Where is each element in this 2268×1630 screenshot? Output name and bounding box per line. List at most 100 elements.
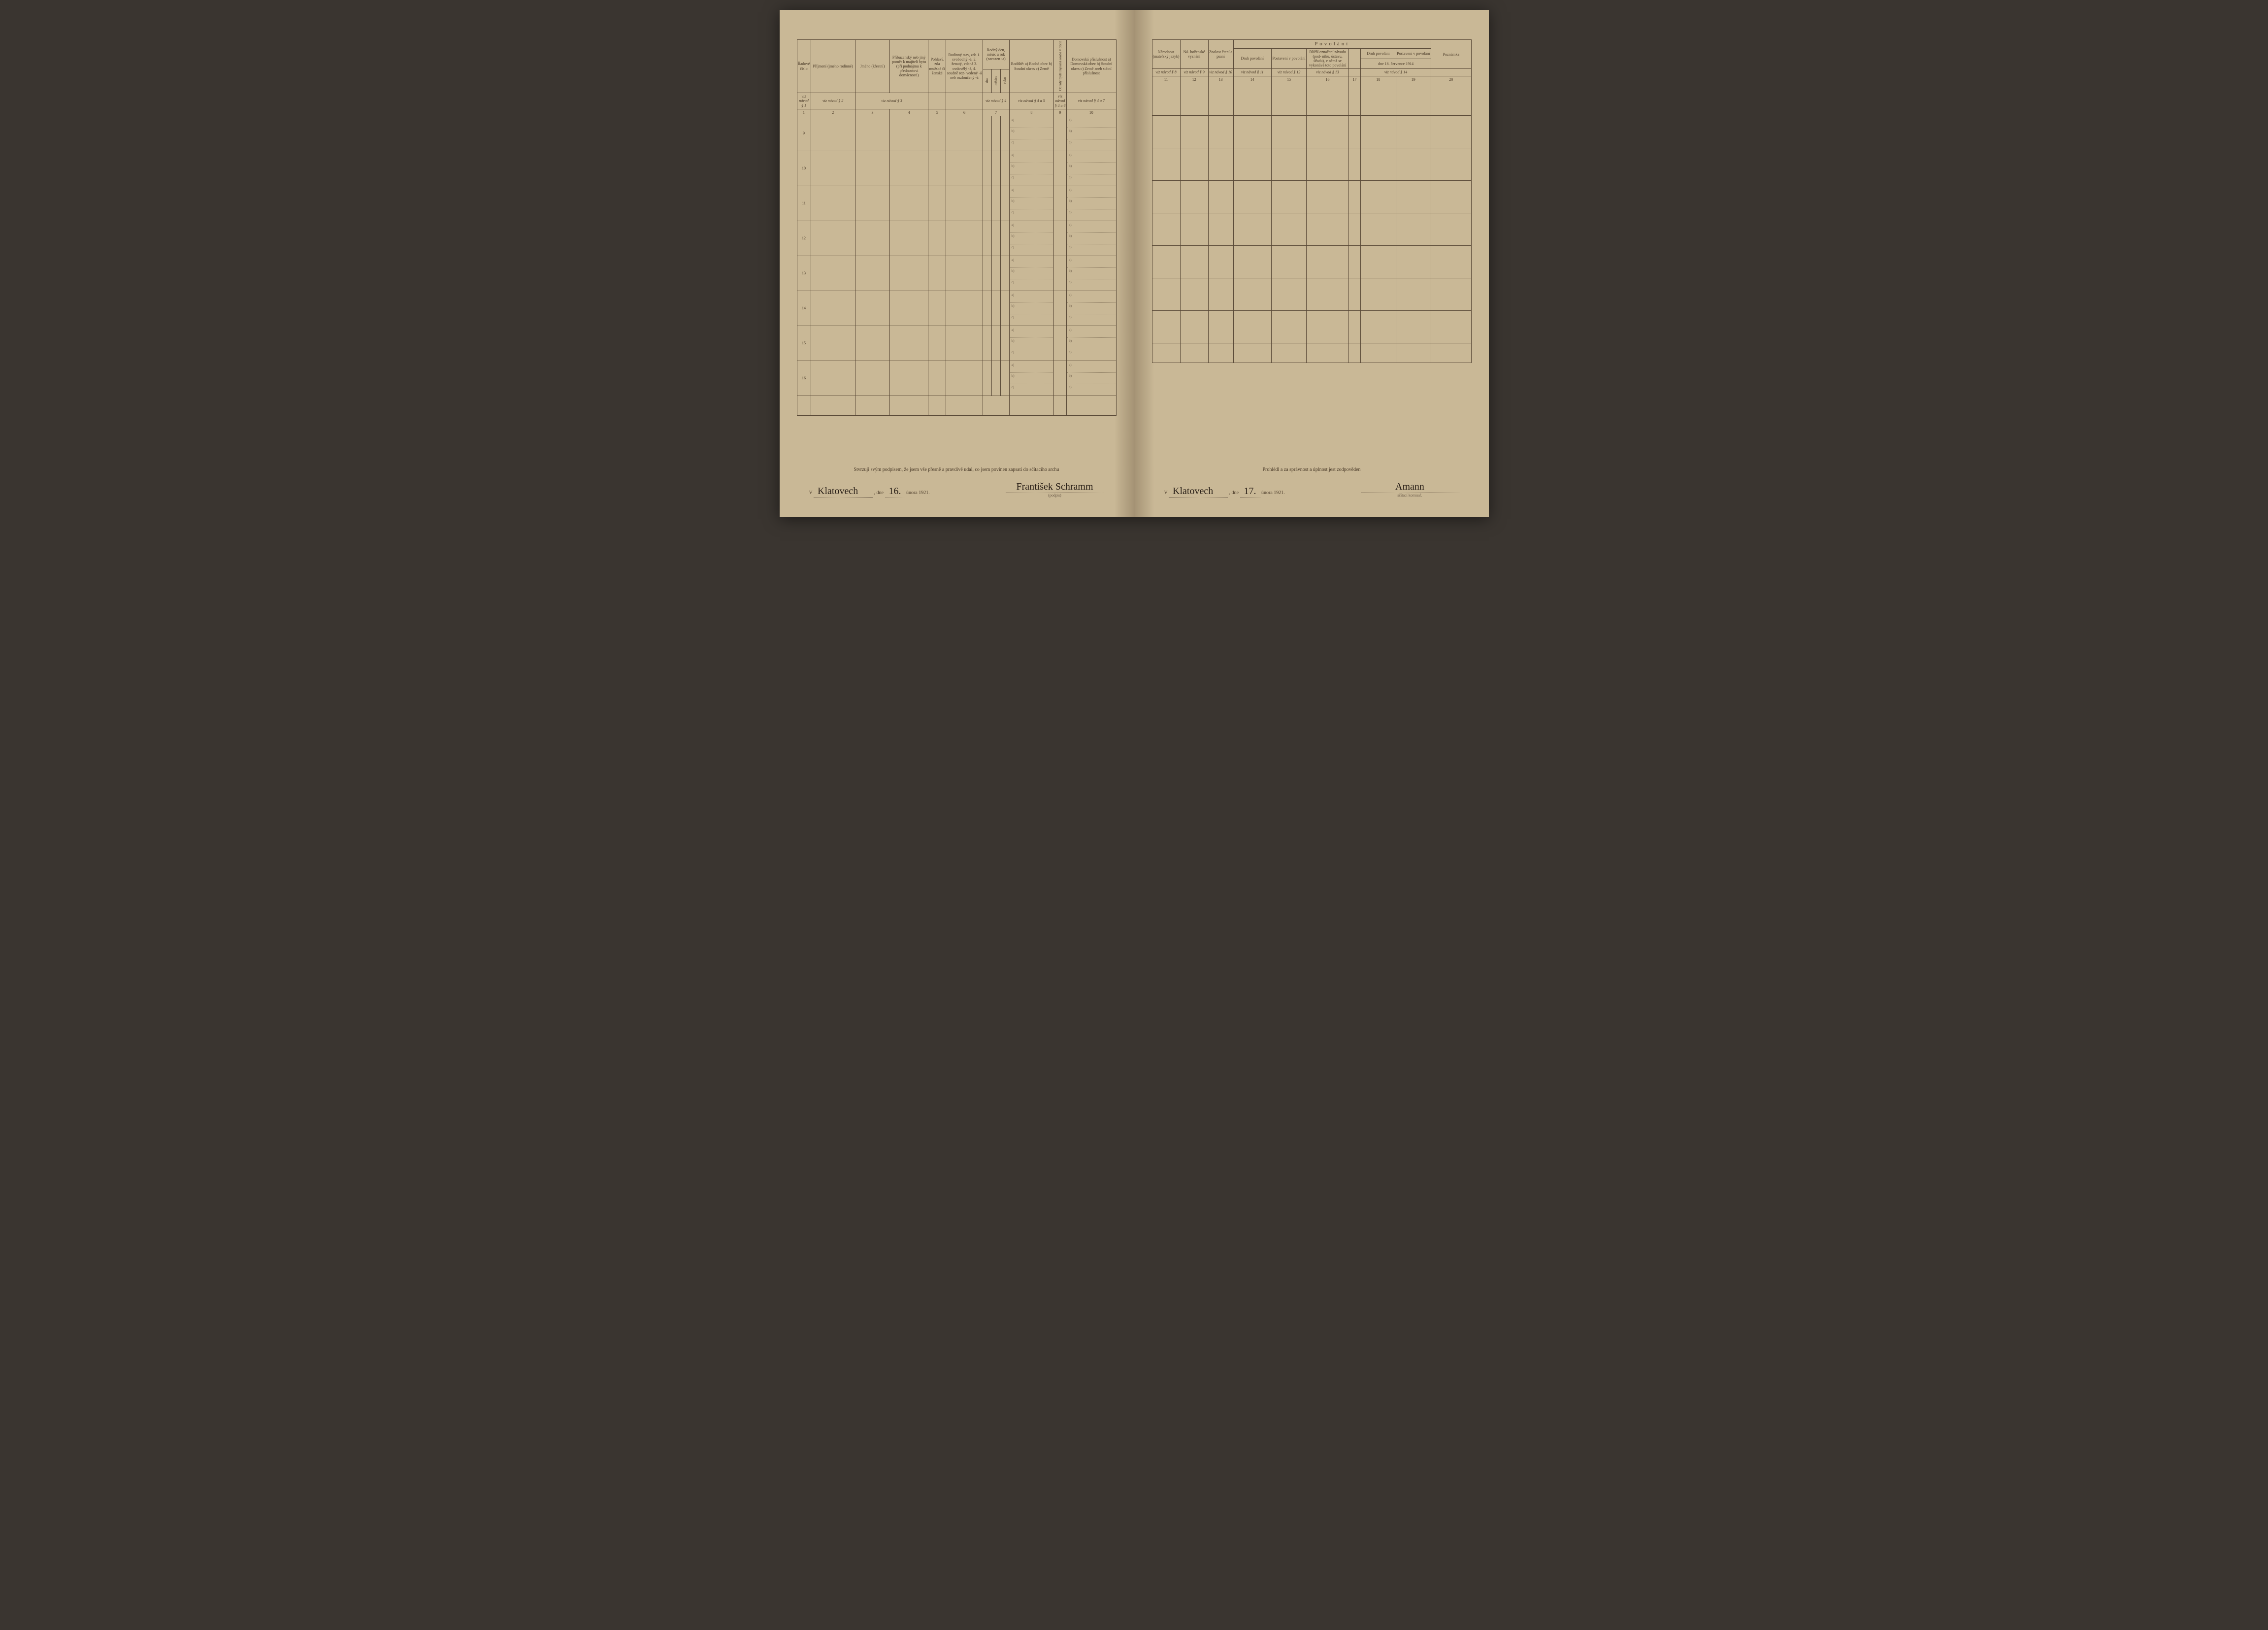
cell <box>1348 115 1360 148</box>
cell <box>1152 180 1180 213</box>
ref-13: viz návod § 10 <box>1208 69 1233 76</box>
cell <box>1054 256 1067 291</box>
cell <box>811 291 855 326</box>
coln-12: 12 <box>1180 76 1208 83</box>
cell-abc: a)b)c) <box>1009 221 1053 256</box>
cell <box>991 116 1000 151</box>
cell <box>1000 326 1009 361</box>
cell <box>1307 115 1349 148</box>
cell <box>1348 180 1360 213</box>
cell <box>1361 115 1396 148</box>
cell-abc: a)b)c) <box>1009 151 1053 186</box>
cell-abc: a)b)c) <box>1009 116 1053 151</box>
cell <box>890 151 928 186</box>
cell <box>1208 115 1233 148</box>
cell <box>1180 148 1208 180</box>
coln-1: 1 <box>797 109 811 116</box>
ref-12: viz návod § 9 <box>1180 69 1208 76</box>
cell <box>855 151 889 186</box>
cell <box>1396 180 1431 213</box>
coln-19: 19 <box>1396 76 1431 83</box>
cell <box>1233 148 1271 180</box>
cell <box>1152 278 1180 310</box>
cell <box>983 361 991 396</box>
row-number: 16 <box>797 361 811 396</box>
cell-abc: a)b)c) <box>1067 361 1116 396</box>
cell <box>946 361 983 396</box>
cell-abc: a)b)c) <box>1067 116 1116 151</box>
hdr-c7a: dne <box>983 69 991 93</box>
cell <box>1348 83 1360 115</box>
cell <box>946 221 983 256</box>
table-row: 14a)b)c)a)b)c) <box>797 291 1116 326</box>
cell <box>1208 310 1233 343</box>
hdr-c4: Příbuzenský neb jiný poměr k majiteli by… <box>890 40 928 93</box>
cell <box>928 291 946 326</box>
cell <box>1054 221 1067 256</box>
cell <box>1152 83 1180 115</box>
hdr-c13: Znalost čtení a psaní <box>1208 40 1233 69</box>
left-signature: František Schramm <box>1006 481 1104 493</box>
cell <box>890 256 928 291</box>
cell <box>1348 310 1360 343</box>
right-footer: Prohlédl a za správnost a úplnost jest z… <box>1164 467 1459 498</box>
coln-5: 5 <box>928 109 946 116</box>
cell <box>1233 278 1271 310</box>
cell <box>1054 151 1067 186</box>
cell <box>1208 278 1233 310</box>
cell <box>1307 278 1349 310</box>
row-number: 9 <box>797 116 811 151</box>
cell <box>1180 278 1208 310</box>
cell <box>1271 278 1306 310</box>
cell <box>855 221 889 256</box>
hdr-c8: Rodiště: a) Rodná obec b) Soudní okres c… <box>1009 40 1053 93</box>
cell <box>1000 361 1009 396</box>
cell-abc: a)b)c) <box>1009 256 1053 291</box>
cell <box>1361 278 1396 310</box>
cell <box>1152 213 1180 245</box>
left-signature-block: František Schramm (podpis) <box>1006 481 1104 498</box>
hdr-c7b: měsíce <box>991 69 1000 93</box>
cell <box>811 116 855 151</box>
cell <box>1152 245 1180 278</box>
cell <box>1348 278 1360 310</box>
hdr-c16: Bližší označení závodu (pod- niku, ústav… <box>1307 48 1349 69</box>
ref-11: viz návod § 8 <box>1152 69 1180 76</box>
cell <box>1233 115 1271 148</box>
cell <box>811 256 855 291</box>
ref-3: viz návod § 3 <box>855 93 928 109</box>
ref-1: viz návod § 1 <box>797 93 811 109</box>
right-signature: Amann <box>1361 481 1459 493</box>
cell-abc: a)b)c) <box>1009 186 1053 221</box>
hdr-c9: Od kdy bydlí zapsaná osoba v obci? <box>1054 40 1067 93</box>
cell <box>983 116 991 151</box>
cell <box>1000 116 1009 151</box>
cell <box>1233 180 1271 213</box>
cell <box>946 291 983 326</box>
row-number: 10 <box>797 151 811 186</box>
coln-4: 4 <box>890 109 928 116</box>
cell <box>1431 180 1471 213</box>
coln-15: 15 <box>1271 76 1306 83</box>
cell <box>1271 148 1306 180</box>
cell <box>890 116 928 151</box>
cell <box>855 291 889 326</box>
cell <box>1180 310 1208 343</box>
cell <box>1000 186 1009 221</box>
cell <box>1233 83 1271 115</box>
cell <box>983 151 991 186</box>
cell <box>1361 148 1396 180</box>
cell <box>991 291 1000 326</box>
cell <box>1361 180 1396 213</box>
cell <box>928 116 946 151</box>
cell-abc: a)b)c) <box>1067 291 1116 326</box>
cell <box>991 361 1000 396</box>
ref-7: viz návod § 4 a 7 <box>1067 93 1116 109</box>
cell <box>1348 148 1360 180</box>
cell <box>1431 213 1471 245</box>
cell <box>1307 83 1349 115</box>
table-row <box>1152 310 1471 343</box>
table-row <box>1152 213 1471 245</box>
cell <box>983 221 991 256</box>
cell <box>946 151 983 186</box>
